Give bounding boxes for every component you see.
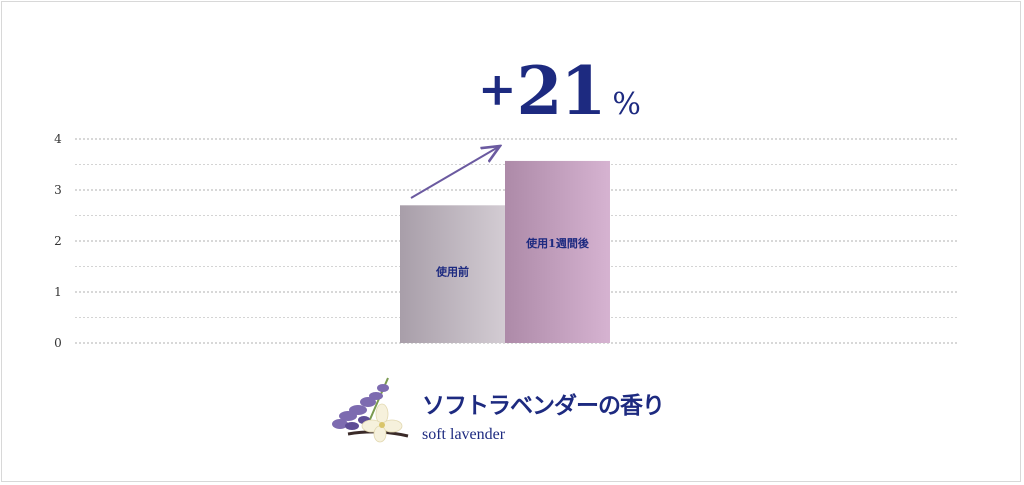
y-tick-label: 2: [54, 234, 62, 248]
increase-arrow: [410, 146, 500, 199]
y-tick-label: 1: [54, 285, 62, 299]
percent-unit: %: [612, 87, 641, 122]
y-tick-label: 3: [54, 183, 62, 197]
plus-sign: +: [478, 62, 517, 116]
product-name-en: soft lavender: [422, 426, 506, 443]
y-tick-label: 4: [54, 132, 62, 146]
increase-value: 21: [516, 52, 607, 130]
bar-before: [400, 205, 505, 343]
y-tick-label: 0: [54, 336, 62, 350]
lavender-vanilla-image: [332, 377, 409, 443]
bar-label: 使用前: [435, 264, 469, 278]
product-label: ソフトラベンダーの香り soft lavender: [422, 386, 665, 444]
product-name-jp: ソフトラベンダーの香り: [422, 392, 665, 419]
bar-label: 使用1週間後: [525, 236, 590, 250]
bar-after: [505, 160, 610, 343]
increase-annotation: +21%: [478, 52, 641, 130]
